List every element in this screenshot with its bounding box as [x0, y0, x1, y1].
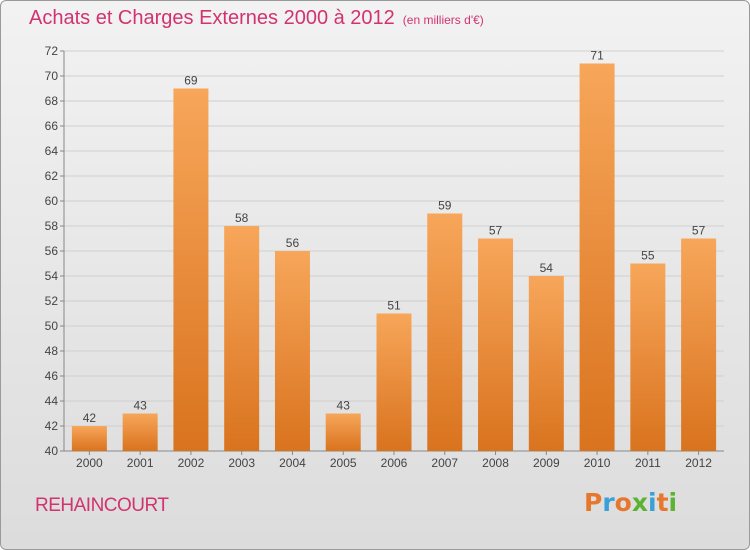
proxiti-logo: Proxiti — [584, 488, 677, 517]
x-tick-label: 2004 — [279, 456, 306, 470]
bar — [681, 238, 717, 451]
chart-subtitle: (en milliers d'€) — [402, 13, 484, 27]
x-tick-label: 2010 — [584, 456, 611, 470]
data-label: 54 — [540, 261, 554, 275]
y-tick-label: 64 — [45, 144, 59, 158]
y-tick-label: 70 — [45, 69, 59, 83]
y-tick-label: 46 — [45, 369, 59, 383]
y-tick-label: 52 — [45, 294, 59, 308]
y-tick-label: 40 — [45, 444, 59, 458]
title-text: Achats et Charges Externes 2000 à 2012 — [29, 7, 395, 29]
data-label: 42 — [83, 411, 97, 425]
data-label: 56 — [286, 236, 300, 250]
bars — [71, 63, 717, 451]
x-tick-label: 2002 — [178, 456, 205, 470]
bar — [579, 63, 615, 451]
x-tick-label: 2003 — [228, 456, 255, 470]
x-tick-label: 2006 — [381, 456, 408, 470]
y-tick-label: 56 — [45, 244, 59, 258]
chart-title: Achats et Charges Externes 2000 à 2012 (e… — [29, 7, 484, 30]
y-tick-label: 68 — [45, 94, 59, 108]
y-tick-label: 50 — [45, 319, 59, 333]
data-label: 58 — [235, 211, 249, 225]
y-tick-label: 42 — [45, 419, 59, 433]
y-tick-label: 58 — [45, 219, 59, 233]
data-label: 57 — [692, 224, 706, 238]
x-tick-label: 2001 — [127, 456, 154, 470]
bar — [528, 276, 564, 451]
x-tick-label: 2009 — [533, 456, 560, 470]
bar — [376, 313, 412, 451]
data-label: 71 — [590, 49, 604, 63]
logo-letter: o — [614, 488, 632, 517]
data-label: 59 — [438, 199, 452, 213]
logo-letter: r — [602, 488, 615, 517]
data-label: 69 — [184, 74, 198, 88]
municipality-name: REHAINCOURT — [35, 495, 169, 516]
y-tick-labels: 40 42 44 46 48 50 52 54 56 58 60 62 64 66 68 70 72 — [45, 44, 59, 458]
logo-letter: i — [648, 488, 657, 517]
bar — [122, 413, 158, 451]
y-tick-label: 72 — [45, 44, 59, 58]
bar — [478, 238, 514, 451]
y-tick-label: 66 — [45, 119, 59, 133]
data-label: 43 — [133, 399, 147, 413]
x-tick-label: 2012 — [685, 456, 712, 470]
data-labels: 42 43 69 58 56 43 51 59 57 54 71 55 57 — [83, 49, 706, 426]
y-tick-label: 60 — [45, 194, 59, 208]
data-label: 51 — [387, 299, 401, 313]
x-tick-labels: 2000 2001 2002 2003 2004 2005 2006 2007 2008 2009… — [76, 451, 712, 470]
logo-letter: P — [584, 488, 603, 517]
bar — [71, 426, 107, 451]
x-tick-label: 2000 — [76, 456, 103, 470]
bar — [173, 88, 209, 451]
bar — [274, 251, 310, 451]
x-tick-label: 2011 — [635, 456, 661, 470]
y-tick-label: 62 — [45, 169, 59, 183]
bar — [224, 226, 260, 451]
y-tick-label: 54 — [45, 269, 59, 283]
data-label: 57 — [489, 224, 503, 238]
bar — [630, 263, 666, 451]
data-label: 43 — [337, 399, 351, 413]
x-tick-label: 2007 — [431, 456, 458, 470]
y-tick-label: 48 — [45, 344, 59, 358]
logo-letter: i — [668, 488, 678, 517]
logo-letter: x — [631, 488, 648, 517]
x-tick-label: 2005 — [330, 456, 357, 470]
bar — [325, 413, 361, 451]
data-label: 55 — [641, 249, 655, 263]
y-tick-label: 44 — [45, 394, 59, 408]
bar — [427, 213, 463, 451]
logo-letter: t — [656, 488, 669, 517]
x-tick-label: 2008 — [482, 456, 509, 470]
